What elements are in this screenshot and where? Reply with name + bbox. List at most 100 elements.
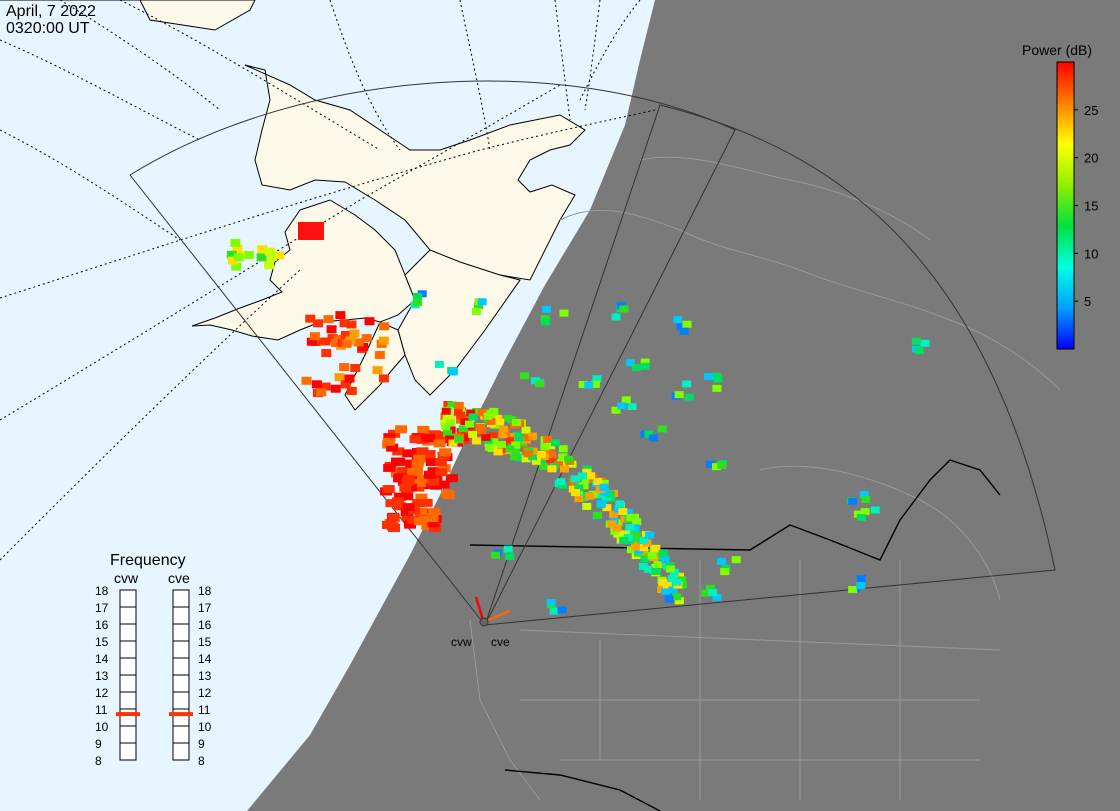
freq-scale-label-left: 9	[95, 737, 102, 751]
echo-cell	[435, 468, 448, 477]
echo-cell	[677, 581, 687, 589]
echo-cell	[423, 470, 436, 479]
echo-cell	[425, 458, 438, 467]
echo-cell	[462, 414, 472, 422]
echo-cell	[540, 443, 550, 451]
freq-scale-label-left: 18	[95, 584, 109, 598]
echo-cell	[647, 552, 657, 560]
echo-cell	[339, 319, 350, 328]
echo-cell	[586, 472, 596, 480]
echo-cell	[453, 408, 463, 416]
echo-cell	[411, 459, 424, 468]
echo-cell	[550, 439, 560, 447]
echo-cell	[429, 523, 442, 532]
frequency-title: Frequency	[110, 552, 186, 569]
echo-cell	[856, 575, 866, 583]
echo-cell	[570, 475, 580, 483]
echo-cell	[599, 483, 609, 491]
freq-scale-label-left: 8	[95, 754, 102, 768]
echo-cell	[625, 359, 635, 367]
echo-cell	[717, 461, 727, 469]
graticule	[0, 0, 656, 561]
date-label: April, 7 2022	[6, 3, 96, 20]
echo-cell	[340, 330, 351, 339]
echo-cell	[505, 553, 515, 561]
echo-cell	[531, 457, 541, 465]
power-colorbar: Power (dB) 5 10 15 20 25	[1022, 42, 1098, 350]
echo-cell	[434, 458, 447, 467]
echo-cell	[472, 437, 482, 445]
colorbar-tick-label: 5	[1084, 294, 1091, 309]
echo-cell	[549, 607, 559, 615]
echo-cell	[911, 337, 921, 345]
echo-cell	[632, 518, 642, 526]
freq-marker-cve	[169, 712, 193, 717]
echo-cell	[708, 589, 718, 597]
echo-cell	[505, 436, 515, 444]
echo-cell	[611, 313, 621, 321]
echo-cell	[660, 555, 670, 563]
echo-cell	[372, 366, 383, 375]
freq-marker-cvw	[116, 712, 140, 717]
echo-cell	[639, 548, 649, 556]
echo-cell	[623, 508, 633, 516]
echo-cell	[415, 493, 428, 502]
echo-cell	[499, 425, 509, 433]
echo-cell	[856, 582, 866, 590]
echo-cell	[716, 557, 726, 565]
echo-cell	[466, 409, 476, 417]
echo-cell	[574, 484, 584, 492]
freq-scale-label-left: 12	[95, 686, 109, 700]
echo-cell	[426, 514, 439, 523]
echo-cell	[309, 332, 320, 341]
echo-cell	[617, 402, 627, 410]
echo-cell	[442, 413, 452, 421]
time-label: 0320:00 UT	[6, 20, 90, 37]
echo-cell	[427, 519, 440, 528]
echo-cell	[423, 450, 436, 459]
colorbar-title: Power (dB)	[1022, 42, 1092, 58]
echo-cell	[640, 555, 650, 563]
echo-cell	[471, 307, 481, 315]
echo-cell	[394, 473, 407, 482]
echo-power-cells	[226, 222, 930, 615]
echo-cell	[397, 466, 410, 475]
echo-cell	[305, 314, 316, 323]
echo-cell	[256, 253, 267, 262]
echo-cell	[599, 479, 609, 487]
echo-cell	[330, 384, 341, 393]
echo-cell	[412, 498, 425, 507]
echo-cell	[486, 417, 496, 425]
echo-cell	[428, 430, 441, 439]
echo-cell	[859, 491, 869, 499]
echo-cell	[323, 315, 334, 324]
echo-cell	[407, 468, 420, 477]
echo-cell	[592, 375, 602, 383]
echo-cell	[409, 435, 422, 444]
echo-cell	[404, 520, 417, 529]
echo-cell	[412, 483, 425, 492]
echo-cell	[327, 334, 338, 343]
echo-cell	[682, 320, 692, 328]
echo-cell	[541, 318, 551, 326]
echo-cell	[428, 508, 441, 517]
echo-cell	[535, 380, 545, 388]
echo-cell	[417, 474, 430, 483]
echo-cell	[417, 290, 427, 298]
echo-cell	[498, 431, 508, 439]
echo-cell	[860, 508, 870, 516]
echo-cell	[339, 363, 350, 372]
echo-cell	[505, 445, 515, 453]
echo-cell	[631, 363, 641, 371]
echo-cell	[848, 585, 858, 593]
echo-cell	[405, 459, 418, 468]
echo-cell	[485, 443, 495, 451]
echo-cell	[514, 434, 524, 442]
echo-cell	[606, 494, 616, 502]
echo-cell	[705, 584, 715, 592]
cvw-beam-marker	[474, 596, 485, 621]
echo-cell	[412, 292, 422, 300]
echo-cell	[386, 443, 399, 452]
echo-cell	[438, 464, 451, 473]
